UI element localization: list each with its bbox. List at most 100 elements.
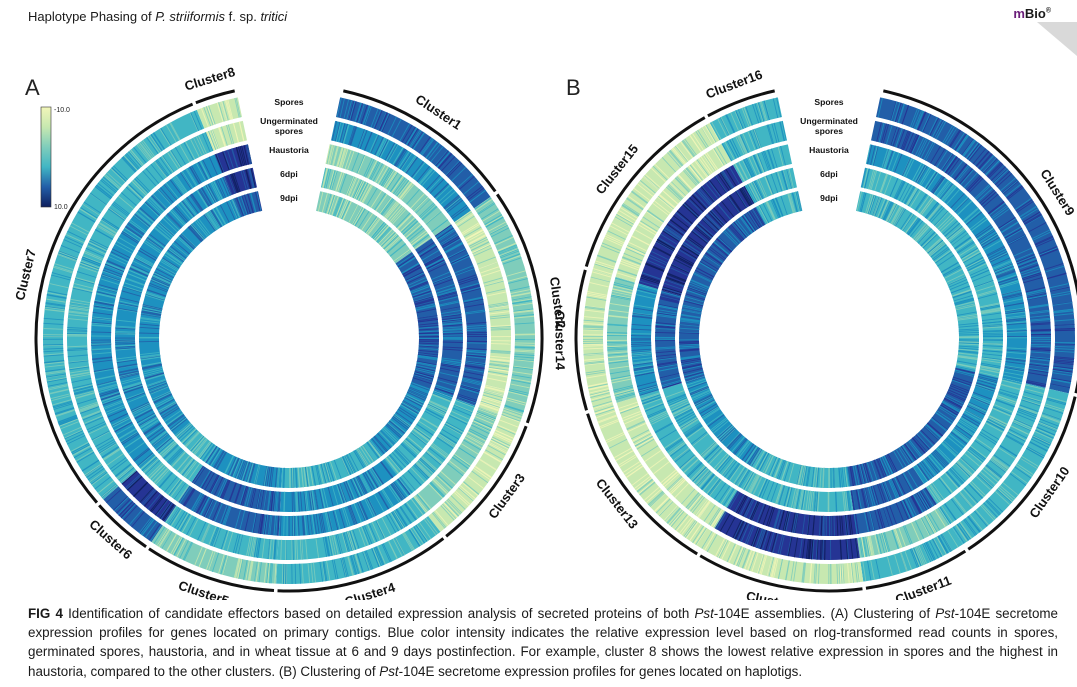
heatmap-stroke — [185, 168, 197, 187]
heatmap-stroke — [459, 386, 480, 394]
heatmap-stroke — [362, 525, 371, 545]
heatmap-stroke — [490, 355, 511, 359]
heatmap-stroke — [183, 142, 194, 161]
heatmap-stroke — [122, 156, 137, 173]
heatmap-stroke — [405, 156, 419, 174]
heatmap-stroke — [325, 168, 332, 189]
heatmap-stroke — [274, 563, 277, 584]
heatmap-stroke — [75, 277, 95, 284]
heatmap-stroke — [354, 554, 361, 574]
heatmap-stroke — [234, 459, 243, 479]
heatmap-stroke — [321, 192, 328, 213]
heatmap-stroke — [96, 184, 113, 198]
heatmap-stroke — [404, 439, 420, 454]
heatmap-stroke — [190, 435, 205, 452]
heatmap-stroke — [89, 470, 107, 483]
heatmap-stroke — [346, 480, 356, 500]
heatmap-stroke — [506, 397, 527, 404]
heatmap-stroke — [607, 343, 628, 345]
heatmap-stroke — [405, 394, 425, 404]
heatmap-stroke — [399, 183, 413, 200]
heatmap-stroke — [303, 467, 308, 488]
heatmap-stroke — [361, 473, 372, 492]
heatmap-stroke — [237, 534, 244, 555]
heatmap-stroke — [149, 196, 165, 212]
heatmap-stroke — [127, 184, 143, 200]
heatmap-stroke — [67, 330, 88, 332]
heatmap-stroke — [340, 557, 346, 578]
heatmap-stroke — [385, 202, 399, 219]
heatmap-stroke — [296, 539, 299, 560]
heatmap-stroke — [500, 250, 520, 259]
heatmap-stroke — [513, 308, 534, 312]
heatmap-stroke — [384, 201, 398, 218]
heatmap-stroke — [122, 383, 143, 391]
heatmap-stroke — [514, 346, 535, 348]
heatmap-stroke — [69, 301, 90, 306]
heatmap-stroke — [222, 555, 229, 576]
heatmap-stroke — [205, 499, 215, 518]
heatmap-stroke — [411, 381, 431, 390]
heatmap-stroke — [142, 489, 157, 506]
heatmap-stroke — [378, 491, 390, 510]
heatmap-stroke — [267, 539, 271, 560]
heatmap-stroke — [339, 173, 347, 193]
heatmap-stroke — [405, 127, 417, 145]
heatmap-stroke — [445, 243, 464, 254]
heatmap-stroke — [257, 537, 261, 558]
heatmap-stroke — [425, 517, 439, 535]
heatmap-stroke — [116, 356, 137, 360]
heatmap-stroke — [364, 106, 372, 126]
heatmap-stroke — [198, 441, 212, 459]
heatmap-stroke — [118, 236, 137, 248]
heatmap-stroke — [357, 129, 366, 149]
heatmap-stroke — [297, 467, 301, 488]
heatmap-stroke — [384, 236, 400, 251]
heatmap-stroke — [493, 433, 512, 444]
heatmap-stroke — [414, 495, 428, 512]
heatmap-stroke — [367, 440, 381, 458]
heatmap-stroke — [387, 455, 402, 472]
heatmap-stroke — [263, 466, 268, 486]
heatmap-stroke — [410, 130, 422, 148]
heatmap-stroke — [822, 539, 824, 560]
heatmap-stroke — [199, 442, 213, 460]
heatmap-stroke — [464, 303, 485, 308]
heatmap-stroke — [406, 127, 418, 146]
track-band — [91, 154, 223, 468]
heatmap-stroke — [139, 487, 154, 503]
heatmap-stroke — [171, 451, 186, 467]
heatmap-stroke — [220, 554, 227, 575]
heatmap-stroke — [442, 329, 463, 331]
heatmap-stroke — [306, 515, 310, 536]
heatmap-stroke — [341, 557, 348, 578]
heatmap-stroke — [127, 222, 145, 235]
heatmap-stroke — [167, 507, 180, 525]
heatmap-stroke — [111, 416, 130, 427]
heatmap-stroke — [430, 445, 447, 459]
heatmap-stroke — [490, 351, 511, 355]
heatmap-stroke — [409, 129, 421, 148]
heatmap-stroke — [111, 459, 128, 472]
heatmap-stroke — [426, 405, 446, 416]
heatmap-stroke — [395, 509, 407, 527]
heatmap-stroke — [91, 472, 109, 486]
heatmap-stroke — [44, 309, 65, 313]
heatmap-stroke — [125, 153, 140, 169]
heatmap-stroke — [277, 515, 280, 536]
heatmap-stroke — [382, 489, 394, 507]
heatmap-stroke — [100, 179, 117, 194]
heatmap-stroke — [102, 484, 118, 499]
heatmap-stroke — [100, 393, 121, 401]
heatmap-stroke — [415, 462, 431, 478]
heatmap-stroke — [223, 505, 231, 526]
heatmap-stroke — [502, 257, 522, 265]
heatmap-stroke — [583, 342, 604, 345]
heatmap-stroke — [101, 178, 118, 193]
heatmap-stroke — [236, 558, 243, 579]
heatmap-stroke — [467, 431, 486, 442]
heatmap-stroke — [114, 243, 133, 254]
heatmap-stroke — [353, 477, 363, 497]
heatmap-stroke — [457, 215, 475, 228]
heatmap-stroke — [446, 499, 462, 515]
